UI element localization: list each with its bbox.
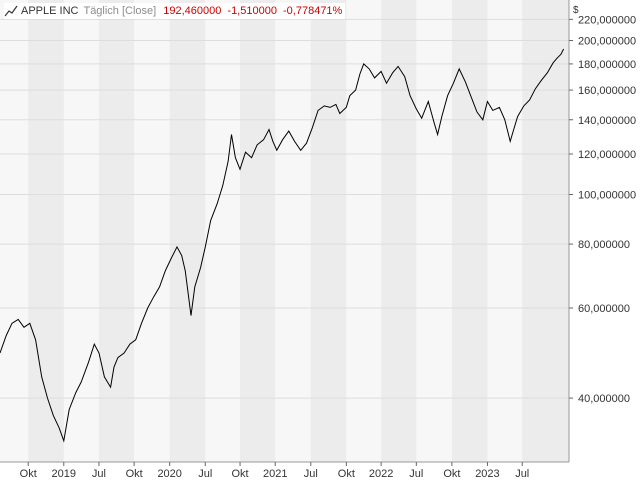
- x-tick-label: Jul: [409, 468, 423, 480]
- quarter-band: [522, 0, 569, 462]
- y-tick-label: 120,000000: [578, 149, 636, 161]
- y-axis: 220,000000 200,000000 180,000000 160,000000…: [568, 0, 636, 462]
- x-tick-label: 2020: [157, 468, 181, 480]
- x-tick-label: Okt: [231, 468, 248, 480]
- x-tick-label: Okt: [126, 468, 143, 480]
- period-label: Täglich [Close]: [83, 5, 157, 17]
- y-tick-label: 80,000000: [578, 239, 630, 251]
- y-tick-label: 60,000000: [578, 303, 630, 315]
- y-tick-label: 200,000000: [578, 36, 636, 48]
- x-tick-label: Okt: [20, 468, 37, 480]
- y-tick-label: 180,000000: [578, 59, 636, 71]
- chart-legend: APPLE INC Täglich [Close] 192,460000 -1,…: [4, 3, 346, 19]
- instrument-name: APPLE INC: [21, 5, 79, 17]
- x-tick-label: 2022: [369, 468, 393, 480]
- y-tick-label: 160,000000: [578, 85, 636, 97]
- x-tick-label: Okt: [443, 468, 460, 480]
- x-axis: Okt 2019 Jul Okt 2020 Jul Okt 2021 Jul Okt 2022 Jul…: [0, 461, 569, 480]
- currency-label: $: [573, 5, 579, 16]
- quarter-band: [310, 0, 347, 462]
- x-tick-label: 2023: [475, 468, 499, 480]
- y-tick-label: 100,000000: [578, 190, 636, 202]
- quarter-band: [98, 0, 135, 462]
- line-chart-icon: [4, 5, 18, 17]
- background-bands: [28, 0, 569, 462]
- x-tick-label: Okt: [338, 468, 355, 480]
- x-tick-label: Jul: [515, 468, 529, 480]
- grid-lines: [0, 18, 569, 399]
- price-series: [0, 48, 565, 443]
- quarter-band: [169, 0, 206, 462]
- x-tick-label: Jul: [304, 468, 318, 480]
- quarter-band: [240, 0, 276, 462]
- quarter-band: [381, 0, 417, 462]
- y-tick-label: 40,000000: [578, 393, 630, 405]
- x-tick-label: Jul: [92, 468, 106, 480]
- x-tick-label: Jul: [198, 468, 212, 480]
- last-values: 192,460000 -1,510000 -0,778471%: [163, 5, 343, 17]
- quarter-band: [451, 0, 488, 462]
- y-tick-label: 140,000000: [578, 115, 636, 127]
- quarter-band: [28, 0, 64, 462]
- series-line: [0, 48, 565, 443]
- y-tick-label: 220,000000: [578, 14, 636, 26]
- x-tick-label: 2021: [263, 468, 287, 480]
- x-tick-label: 2019: [52, 468, 76, 480]
